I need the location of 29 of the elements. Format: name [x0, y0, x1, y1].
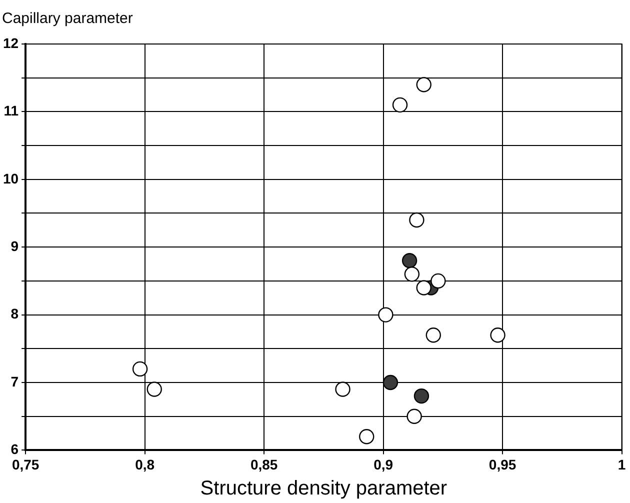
- point: [359, 429, 374, 444]
- y-tick-label: 10: [2, 170, 19, 186]
- x-tick-label: 0,85: [250, 456, 278, 472]
- y-tick-label: 7: [10, 373, 19, 390]
- x-tick-label: 0,95: [488, 456, 516, 472]
- point: [406, 408, 422, 424]
- y-tick-label: 12: [2, 34, 19, 51]
- point: [382, 374, 398, 390]
- point: [378, 307, 394, 322]
- point: [426, 328, 441, 343]
- point: [414, 388, 430, 404]
- y-tick-label: 9: [10, 238, 19, 254]
- point: [402, 253, 418, 268]
- point: [132, 361, 148, 377]
- x-tick-label: 0,75: [12, 456, 40, 472]
- point: [409, 212, 424, 228]
- x-tick-label: 0,9: [374, 456, 394, 472]
- y-tick-label: 8: [10, 306, 19, 322]
- point: [490, 328, 506, 343]
- point: [430, 273, 446, 289]
- y-tick-label: 6: [10, 441, 19, 458]
- point: [416, 280, 432, 296]
- point: [146, 382, 162, 397]
- x-tick-label: 1: [618, 456, 626, 472]
- y-tick-label: 11: [4, 102, 19, 119]
- y-axis-title: Capillary parameter: [2, 10, 133, 27]
- x-tick-label: 0,8: [135, 456, 155, 472]
- point: [416, 77, 432, 92]
- x-axis-title: Structure density parameter: [200, 478, 448, 500]
